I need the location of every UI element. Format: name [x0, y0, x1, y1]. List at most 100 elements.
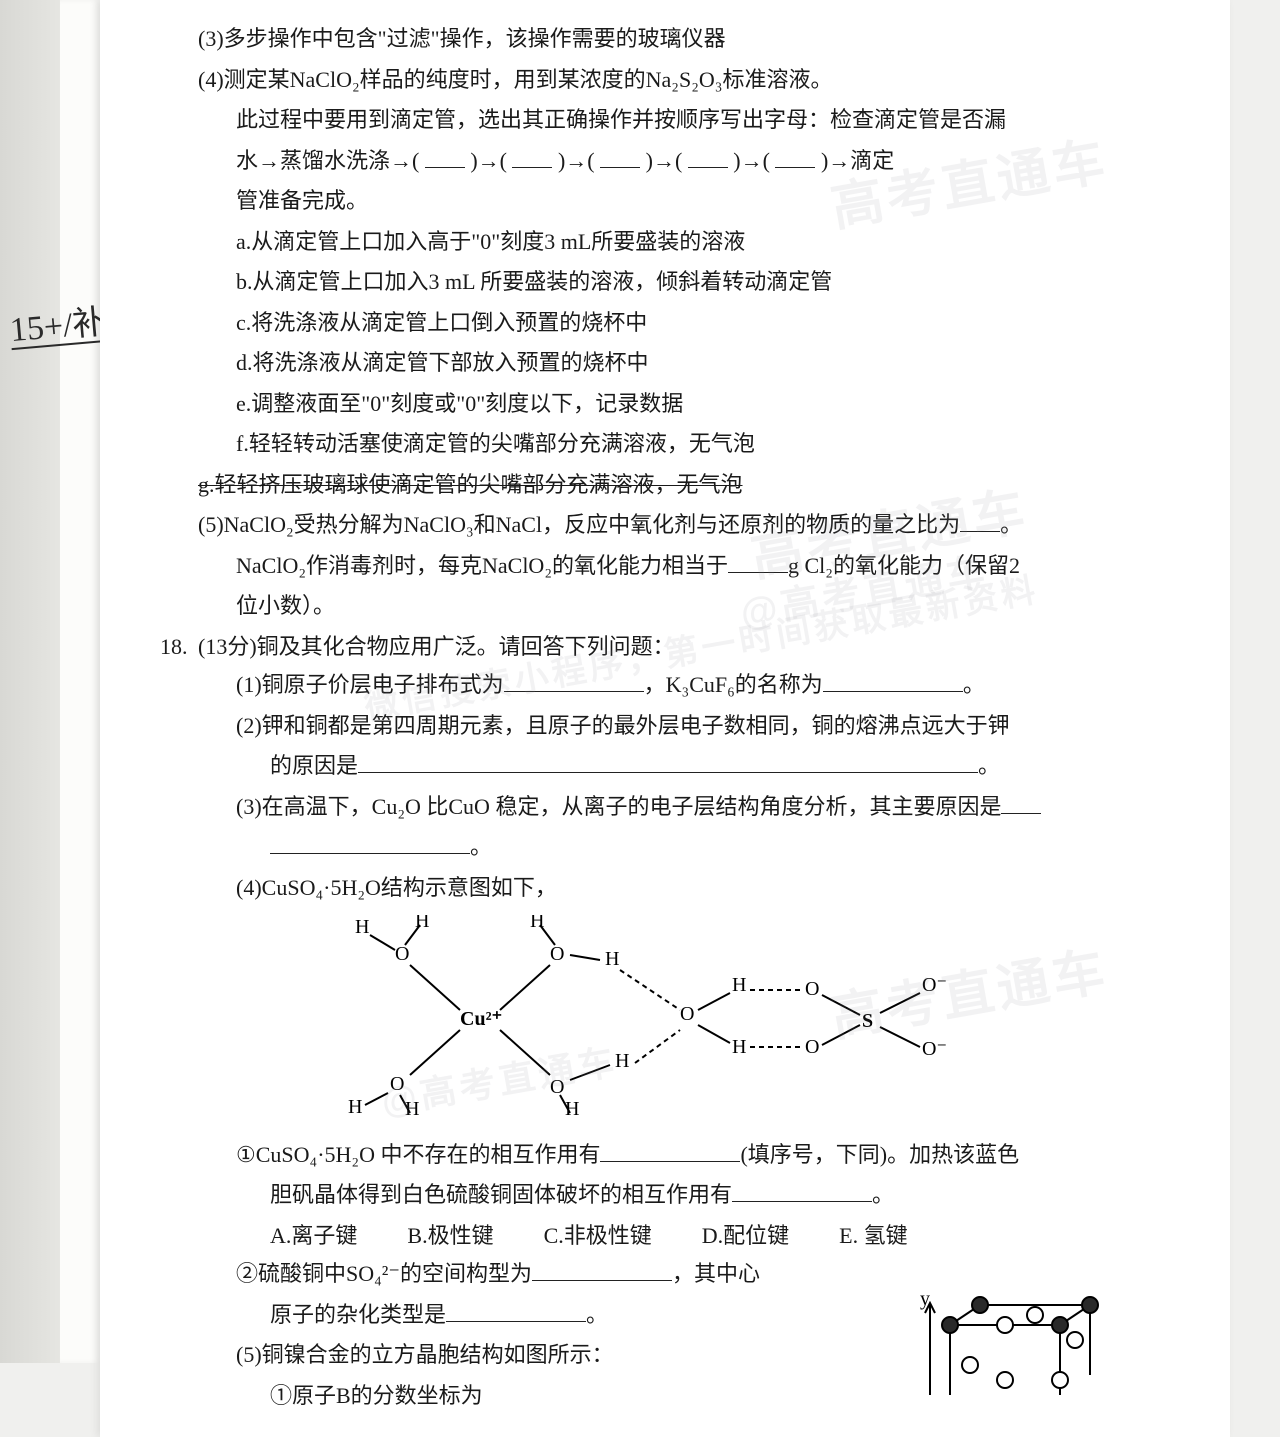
blank-field — [358, 751, 978, 773]
q5-l1a: NaClO₂受热分解为NaClO₃和NaCl，反应中氧化剂与还原剂的物质的量之比… — [224, 512, 960, 537]
q18-4-1b: (填序号，下同)。加热该蓝色 — [740, 1142, 1019, 1167]
svg-text:O: O — [680, 1003, 694, 1025]
q18-2-a: 钾和铜都是第四周期元素，且原子的最外层电子数相同，铜的熔沸点远大于钾 — [262, 713, 1010, 738]
q18-sub2-l1: (2)钾和铜都是第四周期元素，且原子的最外层电子数相同，铜的熔沸点远大于钾 — [160, 707, 1150, 746]
q18-4-1a: ①CuSO₄·5H₂O 中不存在的相互作用有 — [236, 1142, 600, 1167]
blank-field — [270, 832, 470, 854]
svg-text:H: H — [732, 1036, 746, 1058]
blank-field — [1001, 792, 1041, 814]
question-5-line3: 位小数）。 — [160, 587, 1150, 626]
q4-label: (4) — [198, 67, 224, 92]
svg-text:H: H — [605, 948, 619, 970]
q4-opt-f: f.轻轻转动活塞使滴定管的尖嘴部分充满溶液，无气泡 — [160, 425, 1150, 464]
svg-text:O: O — [550, 1076, 564, 1098]
q18-4-2a: ②硫酸铜中SO₄²⁻的空间构型为 — [236, 1261, 532, 1286]
blank-field — [688, 146, 728, 168]
q4-opt-a: a.从滴定管上口加入高于"0"刻度3 mL所要盛装的溶液 — [160, 223, 1150, 262]
q18-5-label: (5) — [236, 1342, 262, 1367]
q18-intro: 铜及其化合物应用广泛。请回答下列问题： — [257, 634, 675, 659]
exam-page: 高考直通车 高考直通车 @高考直通车 微信搜索小程序，第一时间获取最新资料 高考… — [100, 0, 1230, 1437]
arrow-sep: )→( — [558, 148, 595, 173]
opt-A: A.离子键 — [270, 1217, 357, 1256]
question-3: (3)多步操作中包含"过滤"操作，该操作需要的玻璃仪器 — [160, 20, 1150, 59]
scan-gutter-page-edge — [60, 0, 100, 1363]
svg-text:S: S — [862, 1010, 873, 1032]
q4-line3: 水→蒸馏水洗涤→( )→( )→( )→( )→( )→滴定 — [160, 142, 1150, 181]
q18-4-options: A.离子键 B.极性键 C.非极性键 D.配位键 E. 氢键 — [160, 1217, 1150, 1256]
opt-B: B.极性键 — [407, 1217, 493, 1256]
q4-opt-e: e.调整液面至"0"刻度或"0"刻度以下，记录数据 — [160, 385, 1150, 424]
q4-opt-c: c.将洗涤液从滴定管上口倒入预置的烧杯中 — [160, 304, 1150, 343]
q18-4-label: (4) — [236, 875, 262, 900]
q18-4-1c: 胆矾晶体得到白色硫酸铜固体破坏的相互作用有 — [270, 1182, 732, 1207]
q18-number: 18. — [160, 628, 198, 667]
svg-text:H: H — [348, 1096, 362, 1115]
svg-text:O⁻: O⁻ — [922, 1038, 947, 1060]
q18-4-2b: ，其中心 — [672, 1261, 760, 1286]
question-5-line2: NaClO₂作消毒剂时，每克NaClO₂的氧化能力相当于 g Cl₂的氧化能力（保… — [160, 547, 1150, 586]
q18-3-a: 在高温下，Cu₂O 比CuO 稳定，从离子的电子层结构角度分析，其主要原因是 — [262, 794, 1002, 819]
q18-2-c: 。 — [978, 753, 1000, 778]
q18-sub1: (1)铜原子价层电子排布式为，K₃CuF₆的名称为。 — [160, 666, 1150, 705]
q18-1-label: (1) — [236, 672, 262, 697]
blank-field — [775, 146, 815, 168]
crystal-cell-diagram: y — [910, 1285, 1110, 1418]
svg-text:O: O — [390, 1073, 404, 1095]
q18-1-c: 。 — [963, 672, 985, 697]
q18-4-part1-l1: ①CuSO₄·5H₂O 中不存在的相互作用有 (填序号，下同)。加热该蓝色 — [160, 1136, 1150, 1175]
q18-sub3-l1: (3)在高温下，Cu₂O 比CuO 稳定，从离子的电子层结构角度分析，其主要原因… — [160, 788, 1150, 827]
blank-field — [600, 1140, 740, 1162]
blank-field — [960, 510, 1000, 532]
blank-field — [512, 146, 552, 168]
svg-text:O: O — [805, 1036, 819, 1058]
svg-text:H: H — [415, 915, 429, 932]
svg-text:O⁻: O⁻ — [922, 974, 947, 996]
q5-l2a: NaClO₂作消毒剂时，每克NaClO₂的氧化能力相当于 — [236, 553, 728, 578]
q18-4-2c: 原子的杂化类型是 — [270, 1302, 446, 1327]
q4-line3-a: 水→蒸馏水洗涤→( — [236, 148, 419, 173]
opt-D: D.配位键 — [702, 1217, 789, 1256]
svg-text:H: H — [565, 1098, 579, 1115]
q3-label: (3) — [198, 26, 224, 51]
q3-text: 多步操作中包含"过滤"操作，该操作需要的玻璃仪器 — [224, 26, 726, 51]
q4-opt-b: b.从滴定管上口加入3 mL 所要盛装的溶液，倾斜着转动滴定管 — [160, 263, 1150, 302]
q18-4-part1-l2: 胆矾晶体得到白色硫酸铜固体破坏的相互作用有 。 — [160, 1176, 1150, 1215]
svg-text:O: O — [550, 943, 564, 965]
q5-l2b: g Cl₂的氧化能力（保留2 — [788, 553, 1020, 578]
q4-opt-d: d.将洗涤液从滴定管下部放入预置的烧杯中 — [160, 344, 1150, 383]
structure-svg: Cu²⁺ O H H O H H O H H O H H O — [260, 915, 980, 1115]
q18-2-label: (2) — [236, 713, 262, 738]
q4-line2: 此过程中要用到滴定管，选出其正确操作并按顺序写出字母：检查滴定管是否漏 — [160, 101, 1150, 140]
blank-field — [732, 1180, 872, 1202]
arrow-sep: )→( — [733, 148, 770, 173]
svg-text:O: O — [805, 978, 819, 1000]
svg-text:H: H — [405, 1098, 419, 1115]
q18-1-b: ，K₃CuF₆的名称为 — [644, 672, 823, 697]
question-18: 18. (13分)铜及其化合物应用广泛。请回答下列问题： — [160, 628, 1150, 667]
svg-text:H: H — [355, 916, 369, 938]
blank-field — [600, 146, 640, 168]
opt-E: E. 氢键 — [839, 1217, 907, 1256]
blank-field — [446, 1300, 586, 1322]
opt-C: C.非极性键 — [544, 1217, 652, 1256]
q4-line4: 管准备完成。 — [160, 182, 1150, 221]
q18-5-text: 铜镍合金的立方晶胞结构如图所示： — [262, 1342, 614, 1367]
svg-text:O: O — [395, 943, 409, 965]
q18-4-2d: 。 — [586, 1302, 608, 1327]
q5-l1b: 。 — [1000, 512, 1022, 537]
question-5-line1: (5)NaClO₂受热分解为NaClO₃和NaCl，反应中氧化剂与还原剂的物质的… — [160, 506, 1150, 545]
q18-3-b: 。 — [470, 834, 492, 859]
arrow-sep: )→( — [470, 148, 507, 173]
q18-sub4-intro: (4)CuSO₄·5H₂O结构示意图如下， — [160, 869, 1150, 908]
blank-field — [425, 146, 465, 168]
q18-sub3-l2: 。 — [160, 828, 1150, 867]
q18-4-1d: 。 — [872, 1182, 894, 1207]
q4-opt-g-crossed: g.轻轻挤压玻璃球使滴定管的尖嘴部分充满溶液，无气泡 — [160, 466, 1150, 505]
q18-4-intro: CuSO₄·5H₂O结构示意图如下， — [262, 875, 557, 900]
svg-text:H: H — [732, 974, 746, 996]
svg-text:H: H — [615, 1050, 629, 1072]
blank-field — [823, 670, 963, 692]
q4-intro: 测定某NaClO₂样品的纯度时，用到某浓度的Na₂S₂O₃标准溶液。 — [224, 67, 833, 92]
q18-2-b: 的原因是 — [270, 753, 358, 778]
q4-line3-end: )→滴定 — [821, 148, 894, 173]
